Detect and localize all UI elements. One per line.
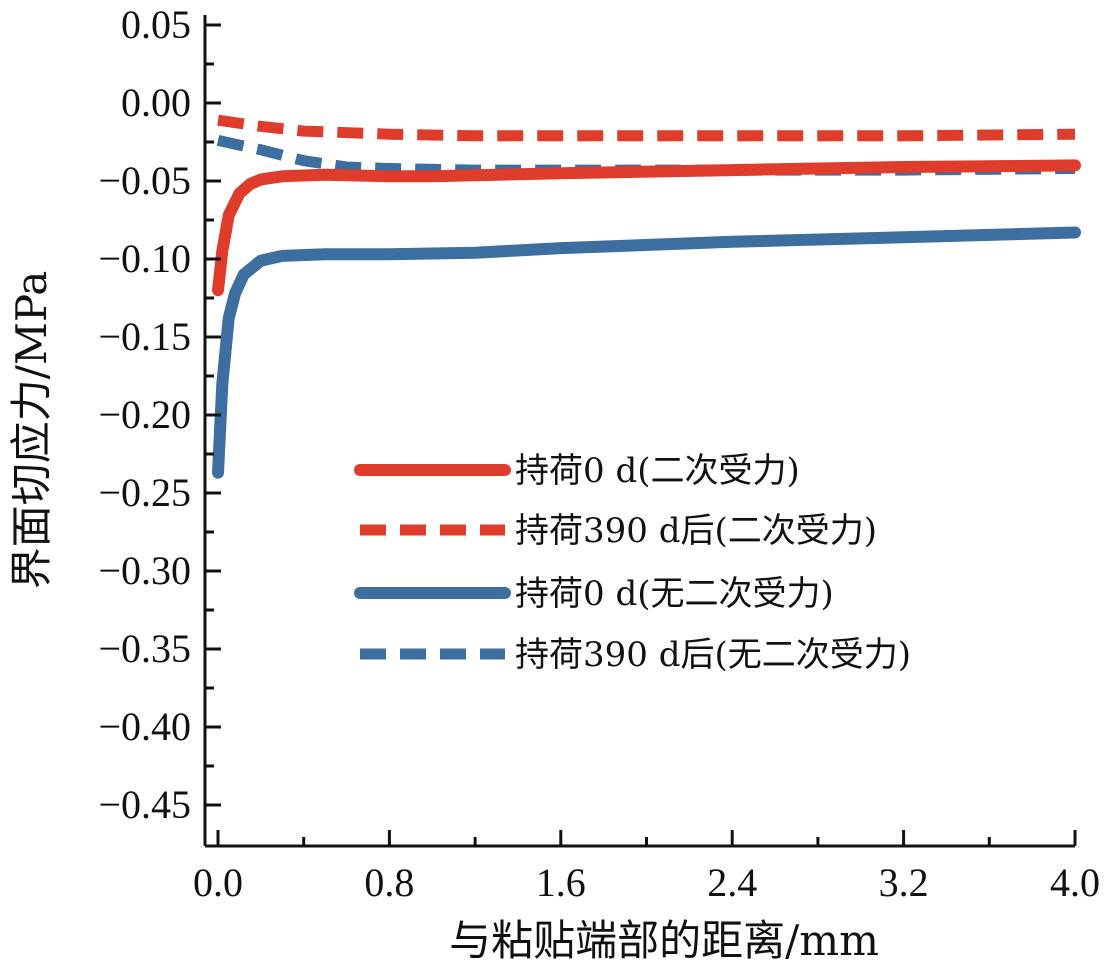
series-layer <box>212 114 1081 479</box>
x-tick-label: 1.6 <box>536 860 586 905</box>
y-tick-label: 0.00 <box>121 80 191 125</box>
plot-area <box>203 15 1075 848</box>
x-tick-label: 3.2 <box>879 860 929 905</box>
x-tick-label: 0.0 <box>193 860 243 905</box>
legend-label-3: 持荷0 d(无二次受力) <box>515 574 834 614</box>
legend-label-4: 持荷390 d后(无二次受力) <box>515 635 911 675</box>
y-tick-label: −0.15 <box>98 314 191 359</box>
series-line-2 <box>217 114 1076 142</box>
x-tick-label: 4.0 <box>1050 860 1100 905</box>
y-tick-label: −0.10 <box>98 236 191 281</box>
y-tick-label: −0.45 <box>98 782 191 827</box>
y-tick-label: −0.25 <box>98 470 191 515</box>
y-tick-label: −0.20 <box>98 392 191 437</box>
y-tick-label: 0.05 <box>121 2 191 47</box>
legend-label-1: 持荷0 d(二次受力) <box>515 451 800 491</box>
legend-label-2: 持荷390 d后(二次受力) <box>515 511 877 551</box>
legend: 持荷0 d(二次受力) 持荷390 d后(二次受力) 持荷0 d(无二次受力) 持荷3… <box>354 451 911 675</box>
y-tick-label: −0.40 <box>98 704 191 749</box>
y-tick-label: −0.05 <box>98 158 191 203</box>
axis-ticks: 0.05 0.00 −0.05 −0.10 −0.15 −0.20 −0.25 −0.30 −0… <box>98 2 1100 905</box>
x-tick-label: 2.4 <box>707 860 757 905</box>
x-axis-title: 与粘贴端部的距离/mm <box>449 916 879 965</box>
series-line-3 <box>212 226 1081 479</box>
x-tick-label: 0.8 <box>364 860 414 905</box>
y-tick-label: −0.35 <box>98 626 191 671</box>
series-line-1 <box>212 159 1081 297</box>
y-tick-label: −0.30 <box>98 548 191 593</box>
y-axis-title: 界面切应力/MPa <box>7 271 56 590</box>
